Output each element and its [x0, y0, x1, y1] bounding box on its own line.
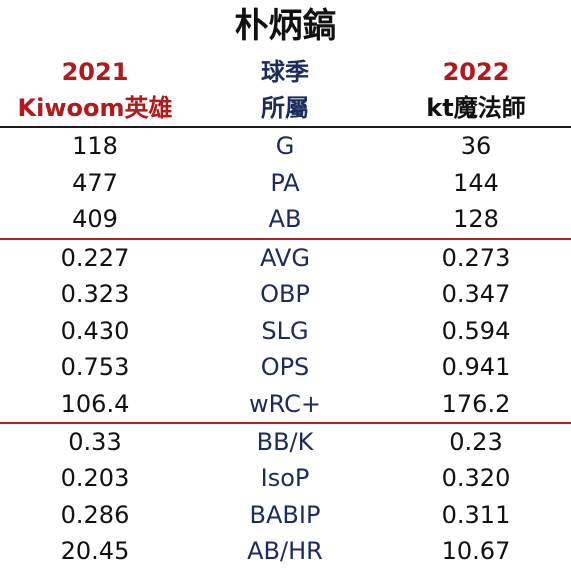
stat-row-isop: 0.203 IsoP 0.320 [0, 460, 571, 496]
value-2022: 0.941 [441, 353, 511, 381]
stat-label: G [275, 132, 295, 160]
header-right-year: 2022 [442, 58, 510, 86]
value-2022: 36 [460, 132, 492, 160]
value-2022: 0.320 [441, 464, 511, 492]
header-divider [0, 126, 571, 128]
stat-label: OPS [260, 353, 310, 381]
stat-row-ab: 409 AB 128 [0, 201, 571, 237]
value-2021: 0.753 [60, 353, 130, 381]
stat-label: BB/K [256, 428, 314, 456]
value-2022: 0.273 [441, 244, 511, 272]
stat-row-bbk: 0.33 BB/K 0.23 [0, 424, 571, 460]
stat-label: wRC+ [249, 390, 321, 418]
stat-row-pa: 477 PA 144 [0, 165, 571, 201]
stat-label: IsoP [260, 464, 310, 492]
header-right-team: kt魔法師 [426, 94, 526, 122]
stat-row-abhr: 20.45 AB/HR 10.67 [0, 533, 571, 569]
page-title: 朴炳鎬 [234, 6, 337, 46]
stat-label: AB [268, 205, 302, 233]
header-left-team: Kiwoom英雄 [17, 94, 173, 122]
value-2022: 0.311 [441, 501, 511, 529]
header-left-year: 2021 [61, 58, 129, 86]
value-2021: 409 [72, 205, 118, 233]
value-2022: 144 [453, 169, 499, 197]
stat-row-babip: 0.286 BABIP 0.311 [0, 497, 571, 533]
value-2022: 10.67 [441, 537, 511, 565]
value-2021: 0.227 [60, 244, 130, 272]
value-2022: 0.347 [441, 280, 511, 308]
stat-row-obp: 0.323 OBP 0.347 [0, 276, 571, 312]
stat-label: OBP [260, 280, 310, 308]
stat-label: SLG [261, 317, 309, 345]
stat-label: AB/HR [247, 537, 323, 565]
value-2021: 0.430 [60, 317, 130, 345]
value-2021: 118 [72, 132, 118, 160]
section-divider-1 [0, 238, 571, 240]
value-2021: 106.4 [60, 390, 130, 418]
stat-label: BABIP [249, 501, 321, 529]
header-mid-bottom: 所屬 [261, 94, 309, 122]
value-2021: 0.286 [60, 501, 130, 529]
header-mid-top: 球季 [261, 58, 309, 86]
value-2022: 0.594 [441, 317, 511, 345]
stat-row-ops: 0.753 OPS 0.941 [0, 349, 571, 385]
stat-label: PA [270, 169, 300, 197]
value-2022: 176.2 [441, 390, 511, 418]
value-2021: 0.203 [60, 464, 130, 492]
value-2022: 128 [453, 205, 499, 233]
stat-row-wrc: 106.4 wRC+ 176.2 [0, 386, 571, 422]
value-2022: 0.23 [449, 428, 503, 456]
stat-row-slg: 0.430 SLG 0.594 [0, 313, 571, 349]
stat-row-avg: 0.227 AVG 0.273 [0, 240, 571, 276]
stat-label: AVG [260, 244, 310, 272]
value-2021: 0.323 [60, 280, 130, 308]
stat-row-g: 118 G 36 [0, 128, 571, 164]
value-2021: 20.45 [60, 537, 130, 565]
section-divider-2 [0, 422, 571, 424]
value-2021: 477 [72, 169, 118, 197]
value-2021: 0.33 [68, 428, 122, 456]
